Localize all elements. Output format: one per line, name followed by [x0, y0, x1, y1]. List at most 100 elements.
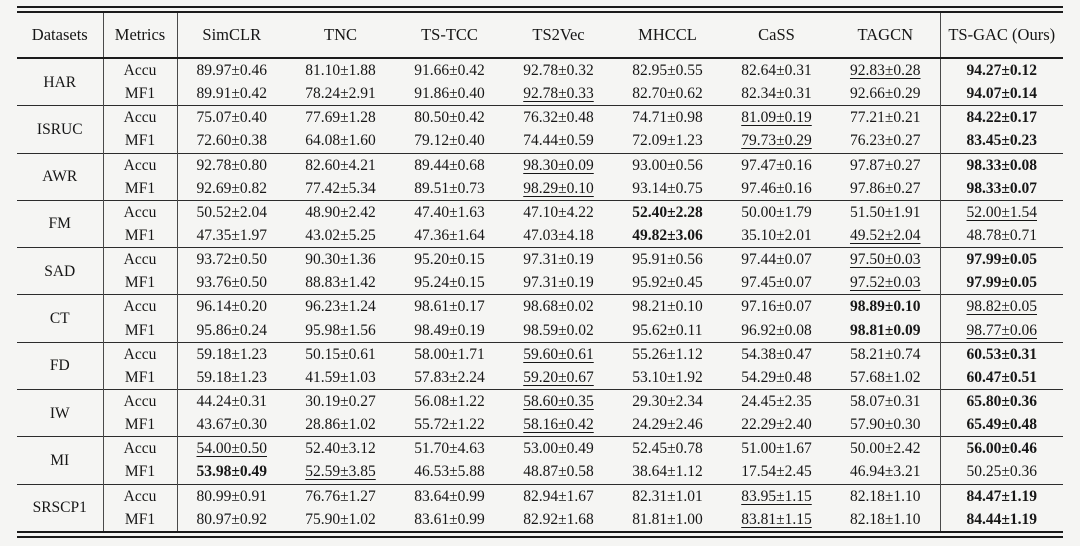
value-cell-fm-mf1-simclr: 47.35±1.97 [177, 224, 286, 248]
column-header-ts2vec: TS2Vec [504, 9, 613, 59]
metric-cell-isruc-mf1: MF1 [103, 129, 178, 154]
value-cell-mi-accu-cass: 51.00±1.67 [722, 436, 831, 461]
value-cell-mi-accu-ts-gac-ours: 56.00±0.46 [940, 436, 1063, 461]
table-row-fd-accu: FD Accu 59.18±1.23 50.15±0.61 58.00±1.71 59.6… [17, 341, 1063, 390]
value-cell-mi-mf1-cass: 17.54±2.45 [722, 460, 831, 484]
value-ts-tcc: 51.70±4.63 [414, 440, 485, 458]
value-cell-awr-accu-mhccl: 93.00±0.56 [613, 152, 722, 177]
value-cell-awr-accu-tnc: 82.60±4.21 [286, 152, 395, 177]
value-tagcn: 92.83±0.28 [849, 62, 921, 80]
value-cell-mi-accu-ts2vec: 53.00±0.49 [504, 436, 613, 461]
value-tnc: 48.90±2.42 [305, 203, 376, 221]
value-cell-isruc-mf1-cass: 79.73±0.29 [722, 129, 831, 153]
value-cell-isruc-accu-cass: 81.09±0.19 [722, 105, 831, 130]
dataset-cell-har: HAR [17, 58, 104, 106]
value-simclr: 59.18±1.23 [196, 345, 267, 363]
value-cell-isruc-mf1-ts-gac-ours: 83.45±0.23 [940, 129, 1063, 153]
table-row-sad-accu: SAD Accu 93.72±0.50 90.30±1.36 95.20±0.15 97.… [17, 247, 1063, 295]
value-mhccl: 74.71±0.98 [632, 109, 703, 127]
value-cell-sad-accu-ts2vec: 97.31±0.19 [504, 247, 613, 272]
value-ts2vec: 53.00±0.49 [523, 440, 594, 458]
results-table: Datasets Metrics SimCLR TNC TS-TCC TS2Vec MHCC… [17, 6, 1063, 538]
value-ts-gac-ours: 60.53±0.31 [966, 345, 1037, 363]
value-mhccl: 52.45±0.78 [632, 440, 703, 458]
value-mhccl: 29.30±2.34 [632, 393, 703, 411]
value-cell-srscp1-accu-simclr: 80.99±0.91 [177, 483, 286, 508]
value-cell-sad-mf1-ts-tcc: 95.24±0.15 [395, 271, 504, 295]
value-cell-srscp1-mf1-tnc: 75.90±1.02 [286, 508, 395, 535]
value-tagcn: 97.50±0.03 [849, 251, 921, 269]
value-mhccl: 93.14±0.75 [632, 179, 703, 197]
value-cell-sad-accu-cass: 97.44±0.07 [722, 247, 831, 272]
value-cell-ct-accu-mhccl: 98.21±0.10 [613, 294, 722, 319]
metric-cell-sad-accu: Accu [103, 247, 178, 272]
column-header-cass: CaSS [722, 9, 831, 59]
value-ts2vec: 92.78±0.32 [523, 62, 594, 80]
value-ts-gac-ours: 97.99±0.05 [966, 274, 1037, 292]
value-cell-srscp1-accu-ts-gac-ours: 84.47±1.19 [940, 483, 1063, 508]
value-tnc: 52.59±3.85 [305, 463, 376, 481]
value-ts2vec: 59.60±0.61 [523, 345, 594, 363]
value-cell-fd-mf1-tnc: 41.59±1.03 [286, 366, 395, 390]
table-row-har-mf1: MF1 89.91±0.42 78.24±2.91 91.86±0.40 92.78±0… [17, 82, 1063, 106]
value-mhccl: 49.82±3.06 [632, 227, 703, 245]
value-cell-fd-mf1-ts-tcc: 57.83±2.24 [395, 366, 504, 390]
metric-cell-ct-accu: Accu [103, 294, 178, 319]
value-simclr: 72.60±0.38 [196, 132, 267, 150]
column-header-datasets: Datasets [17, 9, 104, 59]
column-header-ts-tcc: TS-TCC [395, 9, 504, 59]
value-tnc: 90.30±1.36 [305, 251, 376, 269]
value-cell-sad-mf1-cass: 97.45±0.07 [722, 271, 831, 295]
value-cell-sad-accu-simclr: 93.72±0.50 [177, 247, 286, 272]
value-mhccl: 53.10±1.92 [632, 368, 703, 386]
value-cell-fm-accu-ts2vec: 47.10±4.22 [504, 199, 613, 224]
value-ts-tcc: 47.40±1.63 [414, 203, 485, 221]
value-cell-ct-mf1-ts2vec: 98.59±0.02 [504, 319, 613, 343]
value-cell-ct-mf1-cass: 96.92±0.08 [722, 319, 831, 343]
value-cell-sad-accu-ts-gac-ours: 97.99±0.05 [940, 247, 1063, 272]
value-tagcn: 92.66±0.29 [849, 85, 921, 103]
value-tnc: 77.69±1.28 [305, 109, 376, 127]
value-cell-fm-accu-simclr: 50.52±2.04 [177, 199, 286, 224]
value-ts-tcc: 95.20±0.15 [414, 251, 485, 269]
value-cell-ct-accu-ts-gac-ours: 98.82±0.05 [940, 294, 1063, 319]
value-cell-fm-mf1-cass: 35.10±2.01 [722, 224, 831, 248]
value-ts2vec: 47.10±4.22 [523, 203, 594, 221]
value-cell-sad-accu-tagcn: 97.50±0.03 [831, 247, 941, 272]
value-ts-gac-ours: 84.22±0.17 [966, 109, 1037, 127]
value-mhccl: 52.40±2.28 [632, 203, 703, 221]
value-cell-awr-accu-ts2vec: 98.30±0.09 [504, 152, 613, 177]
value-tnc: 95.98±1.56 [305, 321, 376, 339]
table-row-fm-mf1: MF1 47.35±1.97 43.02±5.25 47.36±1.64 47.03±4… [17, 223, 1063, 248]
value-ts-tcc: 95.24±0.15 [414, 274, 485, 292]
value-cell-har-mf1-cass: 82.34±0.31 [722, 82, 831, 106]
value-cell-isruc-accu-simclr: 75.07±0.40 [177, 105, 286, 130]
value-mhccl: 95.92±0.45 [632, 274, 703, 292]
value-ts-gac-ours: 83.45±0.23 [966, 132, 1037, 150]
metric-cell-fd-accu: Accu [103, 341, 178, 366]
value-cass: 83.95±1.15 [741, 487, 812, 505]
value-cell-awr-mf1-mhccl: 93.14±0.75 [613, 177, 722, 201]
dataset-cell-ct: CT [17, 294, 104, 343]
value-cell-mi-mf1-simclr: 53.98±0.49 [177, 460, 286, 484]
value-mhccl: 95.91±0.56 [632, 251, 703, 269]
value-cell-fd-accu-tnc: 50.15±0.61 [286, 341, 395, 366]
value-cell-iw-accu-tnc: 30.19±0.27 [286, 388, 395, 414]
value-cell-awr-accu-cass: 97.47±0.16 [722, 152, 831, 177]
value-cell-srscp1-mf1-ts-gac-ours: 84.44±1.19 [940, 508, 1063, 535]
value-cell-iw-mf1-simclr: 43.67±0.30 [177, 413, 286, 437]
value-ts-tcc: 80.50±0.42 [414, 109, 485, 127]
value-cell-mi-accu-simclr: 54.00±0.50 [177, 436, 286, 461]
value-cell-isruc-mf1-mhccl: 72.09±1.23 [613, 129, 722, 153]
value-tnc: 75.90±1.02 [305, 510, 376, 528]
value-cell-har-mf1-simclr: 89.91±0.42 [177, 82, 286, 106]
value-cell-fd-mf1-tagcn: 57.68±1.02 [831, 365, 941, 390]
table-row-awr-accu: AWR Accu 92.78±0.80 82.60±4.21 89.44±0.68 98.… [17, 152, 1063, 201]
value-tagcn: 51.50±1.91 [849, 203, 921, 221]
value-cell-isruc-mf1-ts-tcc: 79.12±0.40 [395, 129, 504, 153]
value-ts-tcc: 91.66±0.42 [414, 62, 485, 80]
value-cell-sad-accu-ts-tcc: 95.20±0.15 [395, 247, 504, 272]
value-mhccl: 38.64±1.12 [632, 463, 703, 481]
value-cass: 97.44±0.07 [741, 251, 812, 269]
